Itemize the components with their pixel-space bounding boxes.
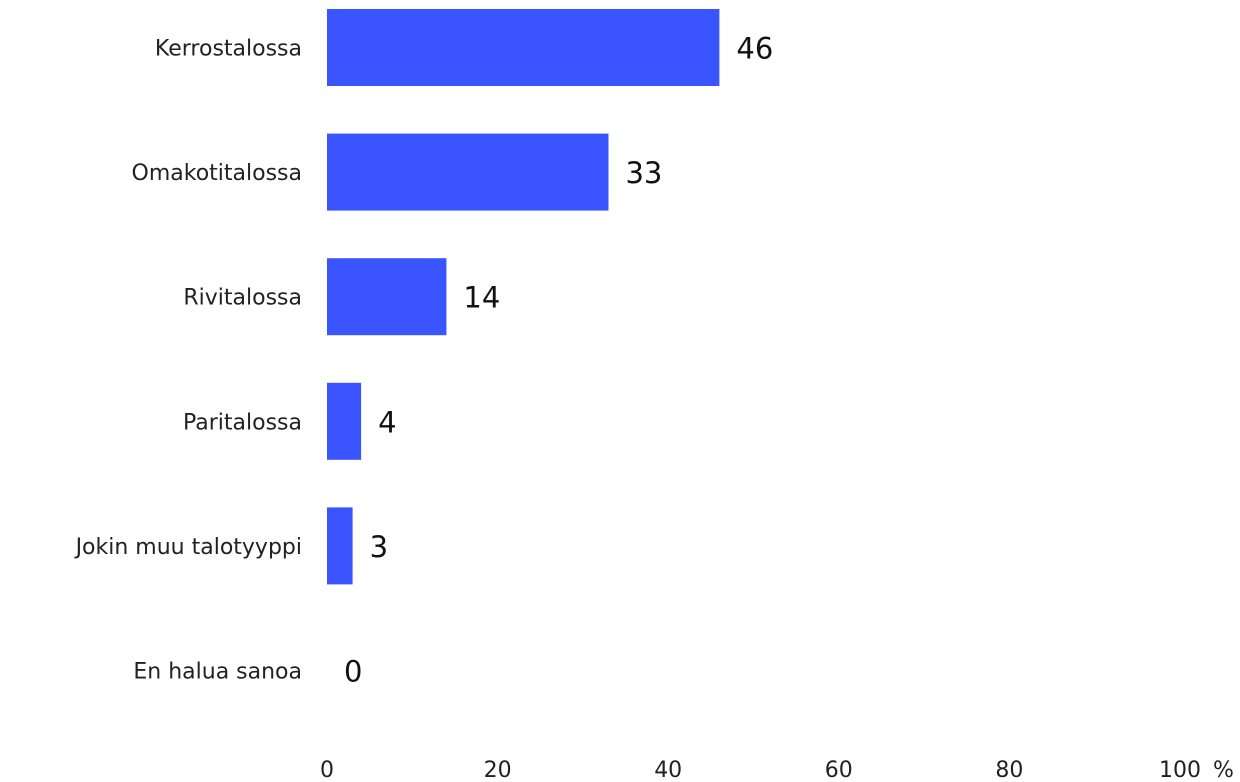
bar-paritalossa: [327, 382, 362, 460]
category-label-kerrostalossa: Kerrostalossa: [155, 37, 302, 62]
x-tick-label-80: 80: [995, 758, 1023, 782]
x-tick-label-40: 40: [654, 758, 682, 782]
bar-kerrostalossa: [327, 9, 720, 86]
value-label-omakotitalossa: 33: [625, 156, 662, 190]
x-tick-label-60: 60: [825, 758, 853, 782]
bar-omakotitalossa: [327, 133, 609, 211]
x-axis-ticks-group: 0 20 40 60 80 100: [320, 758, 1201, 782]
value-label-en-halua-sanoa: 0: [344, 655, 362, 689]
x-axis-unit-label: %: [1213, 758, 1234, 782]
value-labels-group: 46 33 14 4 3 0: [344, 32, 773, 689]
bar-rivitalossa: [327, 258, 447, 336]
bar-jokin-muu-talotyyppi: [327, 507, 353, 585]
x-tick-label-100: 100: [1159, 758, 1201, 782]
value-label-kerrostalossa: 46: [736, 32, 773, 66]
x-tick-label-0: 0: [320, 758, 334, 782]
category-label-jokin-muu-talotyyppi: Jokin muu talotyyppi: [74, 535, 302, 560]
category-labels-group: Kerrostalossa Omakotitalossa Rivitalossa Pa…: [74, 37, 302, 685]
x-tick-label-20: 20: [484, 758, 512, 782]
bars-group: [327, 9, 720, 585]
category-label-paritalossa: Paritalossa: [183, 410, 302, 435]
value-label-jokin-muu-talotyyppi: 3: [370, 530, 388, 564]
value-label-paritalossa: 4: [378, 405, 396, 439]
value-label-rivitalossa: 14: [463, 281, 500, 315]
category-label-rivitalossa: Rivitalossa: [183, 286, 302, 311]
category-label-en-halua-sanoa: En halua sanoa: [133, 660, 302, 685]
category-label-omakotitalossa: Omakotitalossa: [132, 161, 302, 186]
